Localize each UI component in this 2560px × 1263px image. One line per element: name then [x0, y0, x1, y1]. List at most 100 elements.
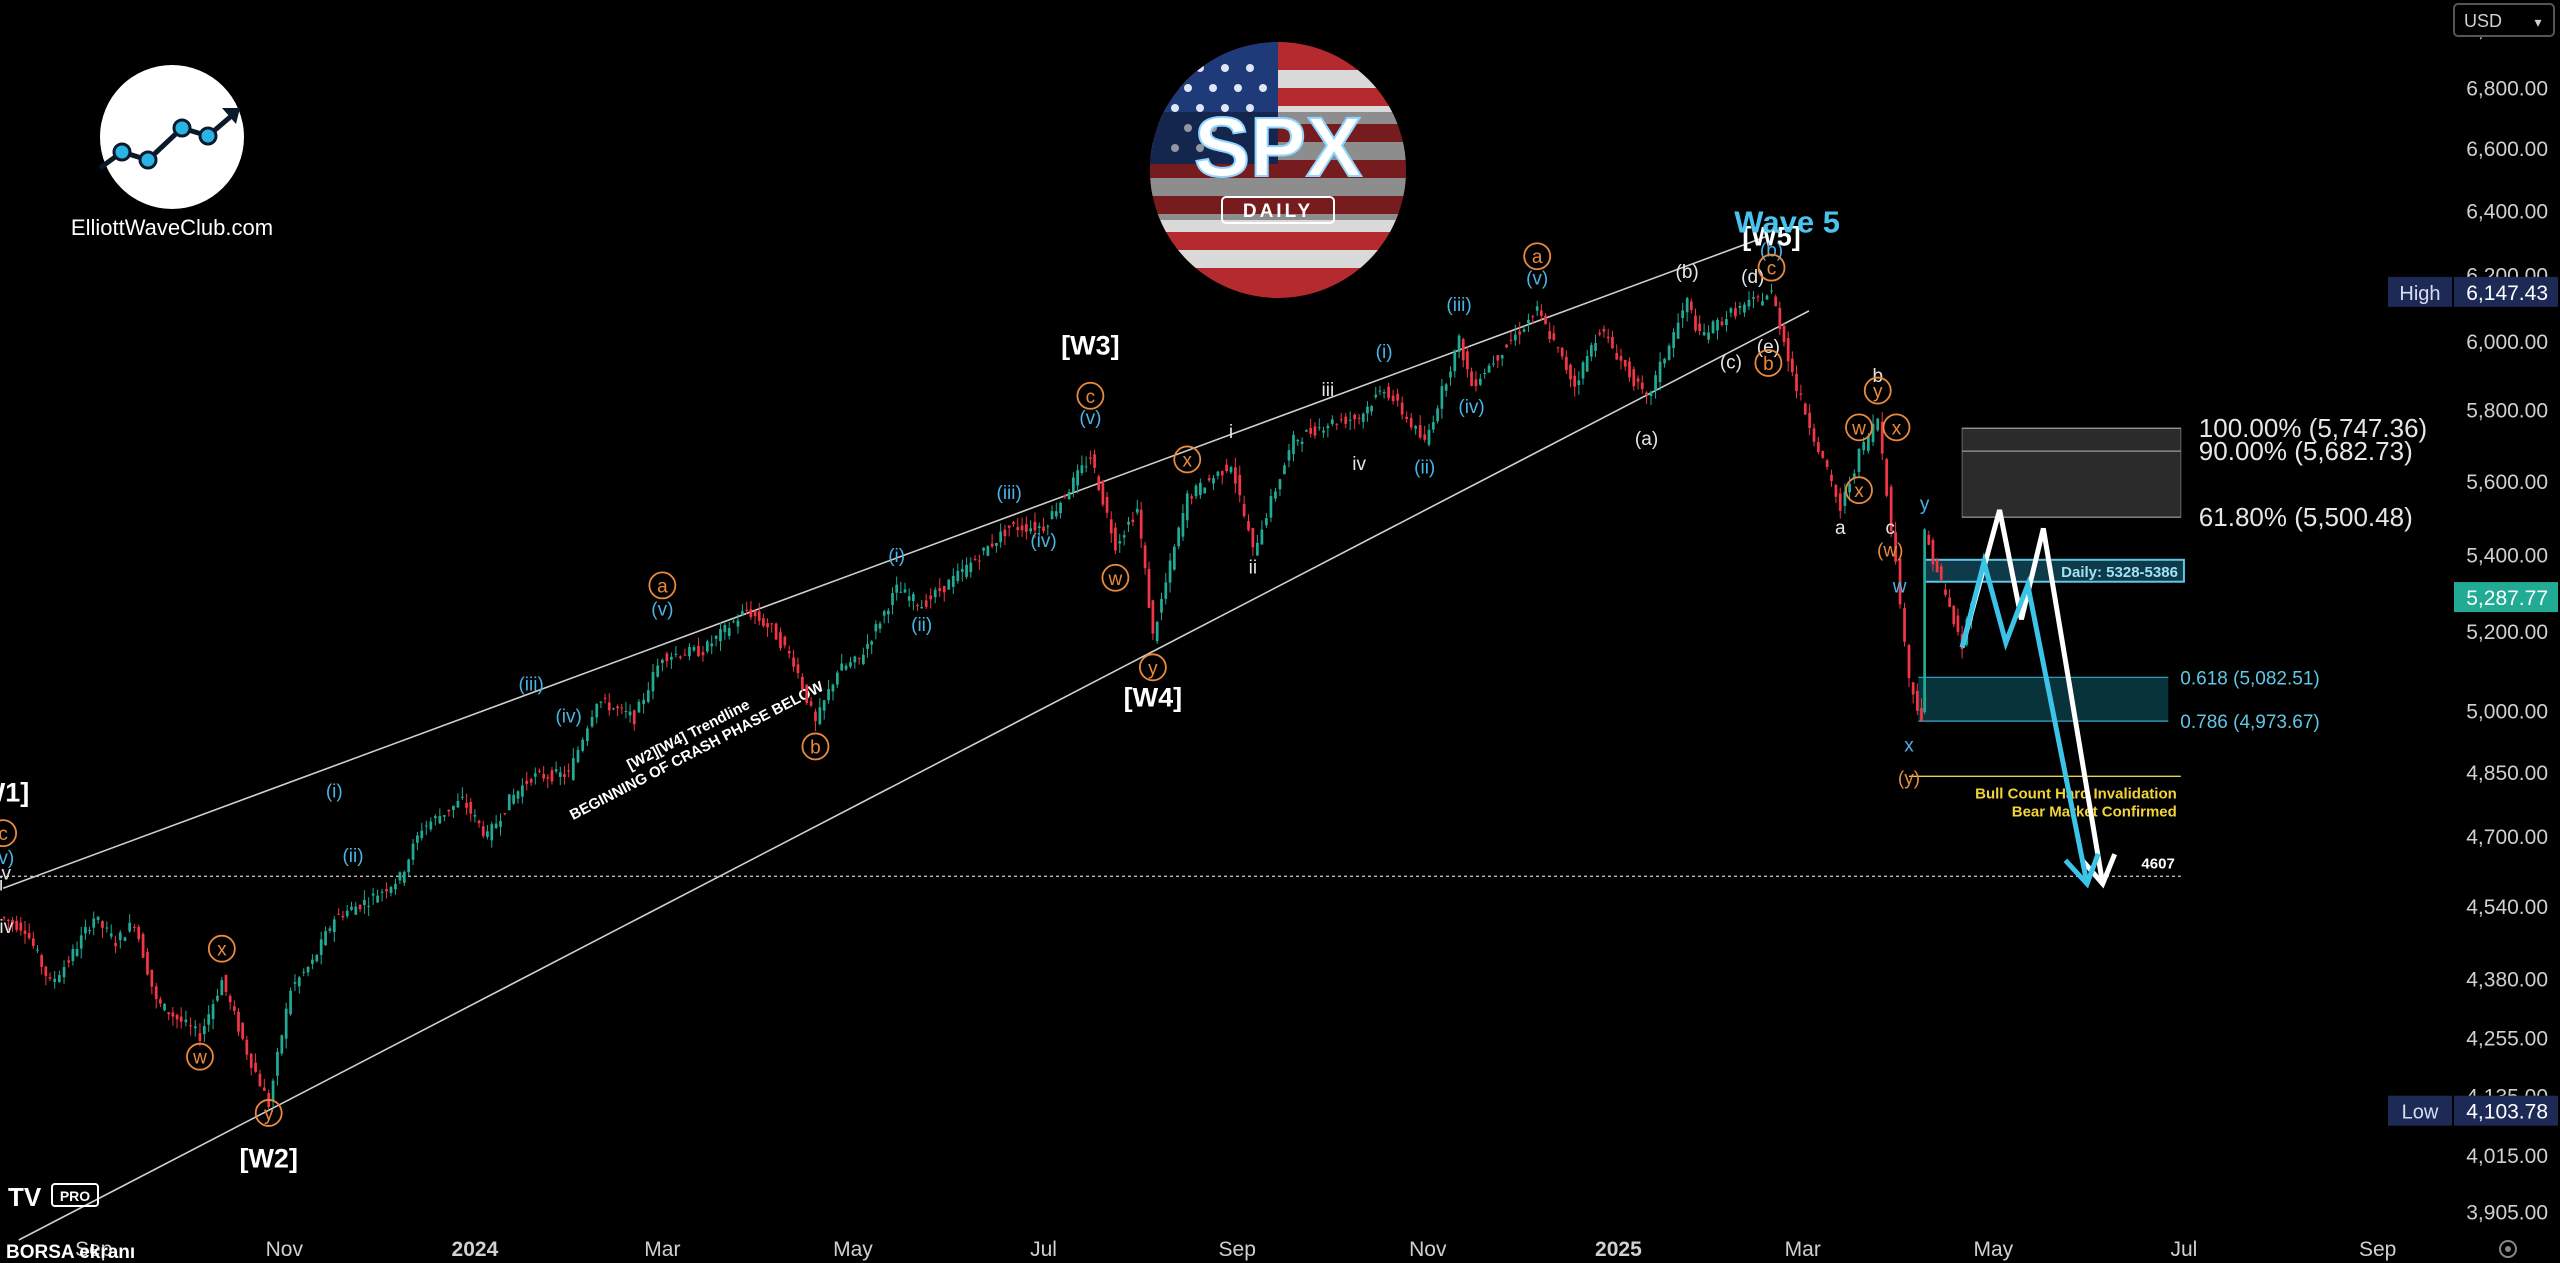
x-tick-label: Sep [1219, 1238, 1256, 1261]
candle-body [1786, 338, 1790, 362]
candle-body [827, 689, 830, 701]
wave-label-orange: w [192, 1048, 207, 1069]
candle-body [137, 926, 141, 940]
candle-body [1602, 328, 1606, 332]
candle-body [1050, 511, 1054, 519]
candle-body [1795, 373, 1798, 392]
candle-body [1135, 508, 1139, 513]
candle-body [679, 656, 682, 658]
candle-body [1418, 425, 1422, 438]
candle-body [1765, 295, 1769, 300]
currency-selector[interactable]: USD ▾ [2453, 3, 2555, 37]
candle-body [951, 575, 955, 587]
candle-body [1681, 310, 1685, 318]
candle-body [1527, 319, 1530, 324]
candle-body [1676, 322, 1680, 339]
elliottwaveclub-logo[interactable]: ElliottWaveClub.com [71, 65, 273, 240]
candle-body [942, 585, 946, 593]
candle-body [1076, 470, 1079, 486]
candle-body [727, 628, 731, 636]
candle-body [1118, 541, 1122, 544]
candle-body [1632, 369, 1636, 387]
candle-body [319, 939, 323, 955]
candle-body [1199, 482, 1202, 495]
candle-body [1834, 485, 1838, 497]
candle-body [1564, 356, 1568, 370]
candle-body [354, 906, 358, 915]
candle-body [258, 1073, 262, 1087]
candle-body [1738, 305, 1742, 308]
candle-body [624, 711, 628, 713]
candle-body [1654, 375, 1657, 391]
watermark: BORSA ekranı [6, 1242, 135, 1263]
candle-body [637, 701, 641, 713]
candle-body [1694, 315, 1697, 331]
projection-layer [1959, 509, 2118, 889]
candle-body [420, 830, 424, 838]
candle-body [465, 802, 468, 808]
projection-arrowhead-icon [2063, 852, 2101, 889]
logo-node-icon [112, 142, 132, 162]
candle-body [1518, 331, 1522, 335]
x-tick-label: Jul [2171, 1238, 2198, 1261]
candle-body [1761, 301, 1764, 306]
candle-body [385, 889, 388, 892]
candle-body [1747, 299, 1751, 307]
candle-body [1513, 334, 1517, 341]
candle-body [1812, 428, 1816, 442]
low-badge-label: Low [2402, 1102, 2439, 1124]
candle-body [179, 1016, 183, 1022]
candle-body [6, 919, 10, 921]
candle-body [736, 620, 740, 627]
candle-body [656, 665, 660, 677]
candle-body [853, 656, 857, 663]
candle-body [159, 999, 162, 1004]
candle-body [249, 1053, 253, 1068]
candle-body [516, 791, 520, 799]
candle-body [1474, 379, 1478, 387]
candle-body [297, 977, 301, 987]
candle-body [1296, 440, 1300, 442]
wave-label-white: (a) [1635, 429, 1658, 450]
last-price-badge [2454, 582, 2558, 613]
candle-body [1194, 485, 1198, 497]
y-tick-label: 6,000.00 [2466, 331, 2548, 354]
y-tick-label: 6,600.00 [2466, 138, 2548, 161]
candle-body [1020, 525, 1024, 531]
candle-body [1037, 526, 1041, 528]
candle-body [184, 1019, 188, 1023]
candle-body [1944, 589, 1947, 595]
candle-body [1569, 364, 1572, 380]
candle-body [887, 610, 890, 615]
invalidation-note: Bull Count Hard Invalidation [1975, 785, 2177, 802]
wave-label-major: [W3] [1061, 331, 1119, 361]
candle-body [311, 959, 314, 964]
candle-body [1084, 466, 1088, 468]
candle-body [595, 704, 599, 718]
candle-body [1440, 386, 1444, 409]
candle-body [1317, 427, 1321, 429]
wave-label-orange: x [1854, 481, 1864, 502]
low-price-badge [2454, 1095, 2558, 1126]
candle-body [109, 933, 113, 937]
candle-body [1598, 332, 1602, 335]
wave-label-orange: x [1183, 450, 1193, 471]
logo-node-icon [172, 118, 192, 138]
candle-body [1131, 519, 1135, 523]
candle-body [1496, 355, 1500, 361]
settings-gear-icon[interactable] [2499, 1240, 2517, 1258]
candle-body [710, 643, 714, 647]
candle-body [1830, 474, 1833, 482]
candle-body [1247, 521, 1250, 531]
candle-body [394, 883, 397, 890]
candle-body [328, 928, 332, 931]
pro-label: PRO [60, 1188, 90, 1204]
candle-body [674, 653, 678, 655]
candle-body [982, 547, 985, 551]
candle-body [398, 872, 402, 881]
wave-label-orange: (w) [1877, 540, 1903, 561]
candle-body [371, 893, 375, 896]
candle-body [376, 895, 379, 903]
candle-body [350, 906, 353, 910]
